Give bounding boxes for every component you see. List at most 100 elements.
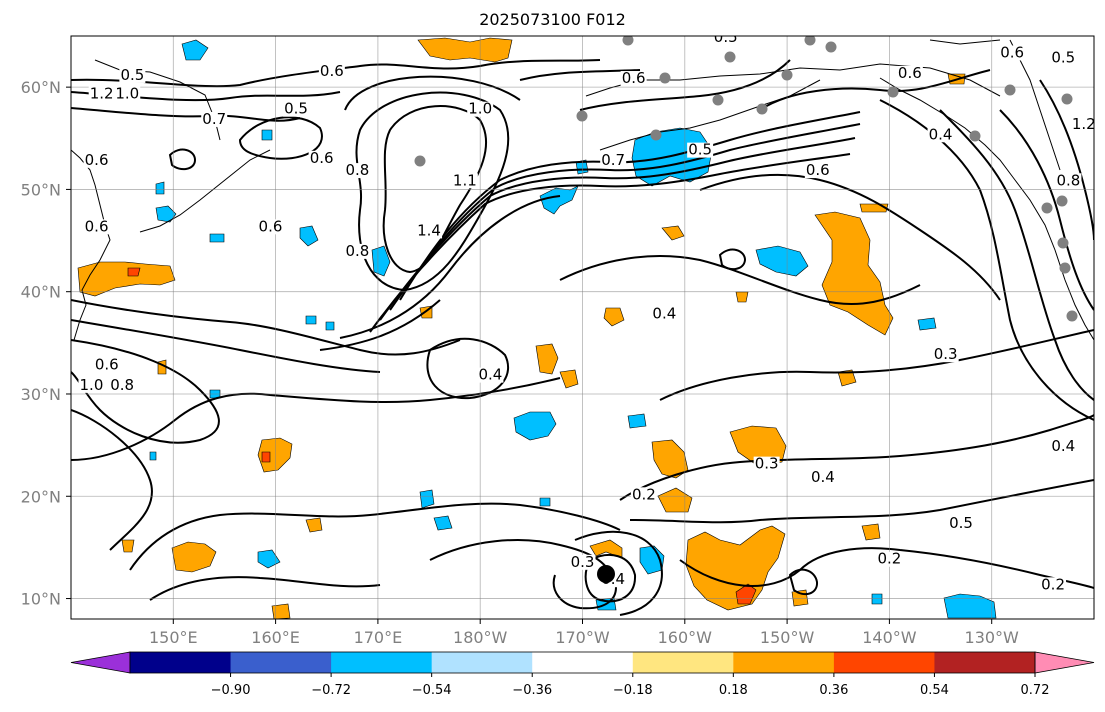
station-dot (969, 130, 981, 142)
anomaly-patch (539, 497, 551, 507)
colorbar-segment (532, 652, 634, 673)
contour-line (519, 69, 641, 81)
lon-tick-label: 170°E (354, 628, 403, 647)
colorbar-segment (833, 652, 935, 673)
contour-line (344, 75, 521, 111)
anomaly-patch (257, 549, 281, 569)
contour-label-bg (999, 45, 1026, 61)
contour-line (574, 530, 663, 616)
contour-line (71, 377, 561, 461)
station-dot (650, 129, 662, 141)
gridlines (71, 36, 1094, 619)
anomaly-patch (371, 245, 391, 277)
contour-label: 0.6 (320, 62, 344, 80)
contour-line (71, 339, 220, 444)
colorbar-tick-label: −0.90 (211, 683, 251, 698)
contour-label-bg (1050, 50, 1077, 66)
colorbar-extend-high (1034, 651, 1095, 674)
colorbar-tick-label: 0.72 (1021, 683, 1050, 698)
lon-tick-label: 170°W (555, 628, 610, 647)
contour-label: 0.6 (259, 217, 283, 235)
lon-tick-label: 130°W (965, 628, 1020, 647)
anomaly-patch (325, 321, 335, 331)
contour-label-bg (876, 551, 903, 567)
anomaly-patch (755, 245, 809, 277)
contour-line (999, 109, 1094, 311)
contour-label-bg (600, 152, 627, 168)
contour-line (939, 109, 1094, 401)
lon-tick-label: 150°W (760, 628, 815, 647)
contour-label-bg (416, 223, 443, 239)
contour-line (379, 137, 856, 321)
anomaly-patch (729, 425, 787, 467)
contour-line (149, 576, 381, 601)
anomaly-patch (685, 525, 786, 611)
anomaly-patch (121, 539, 135, 553)
anomaly-patch (539, 185, 579, 215)
contour-label: 1.0 (468, 100, 492, 118)
anomaly-patch (513, 411, 557, 441)
contour-line (369, 153, 851, 333)
contour-label: 0.5 (714, 28, 738, 46)
contour-line (71, 319, 381, 373)
plot-title: 2025073100 F012 (479, 10, 626, 29)
colorbar-segment (431, 652, 533, 673)
anomaly-patch (871, 593, 883, 605)
station-dot (1056, 195, 1068, 207)
contour-label-bg (93, 357, 120, 373)
contour-line (389, 123, 861, 311)
contour-label: 1.4 (417, 221, 441, 239)
contour-label: 0.6 (622, 69, 646, 87)
anomaly-patch (627, 413, 647, 429)
colorbar-tick-label: 0.36 (819, 683, 848, 698)
contour-line (699, 173, 1001, 301)
contour-label-bg (114, 86, 141, 102)
anomaly-patch (271, 603, 291, 619)
contour-line (679, 547, 1094, 589)
colorbar-segment (733, 652, 835, 673)
anomaly-patch (171, 541, 217, 573)
lon-tick-label: 150°E (149, 628, 198, 647)
contour-label-bg (1055, 173, 1082, 189)
contour-label: 0.6 (85, 217, 109, 235)
contour-label: 1.2 (1072, 115, 1096, 133)
contour-line (355, 91, 510, 292)
contour-label: 0.6 (898, 64, 922, 82)
contour-label: 0.3 (571, 553, 595, 571)
contour-label: 0.6 (1000, 43, 1024, 61)
contour-line (659, 329, 1094, 401)
contour-line (339, 195, 561, 339)
station-dot (1066, 310, 1078, 322)
contour-label-bg (651, 306, 678, 322)
contour-label-bg (83, 152, 110, 168)
anomaly-patch (209, 233, 225, 243)
contour-label: 0.8 (110, 376, 134, 394)
contour-label-bg (1050, 439, 1077, 455)
anomaly-patch (417, 37, 513, 63)
contour-label-bg (1070, 117, 1094, 133)
anomaly-patch (837, 369, 857, 387)
station-dot (781, 69, 793, 81)
contour-label: 0.2 (877, 550, 901, 568)
anomaly-patch (181, 39, 209, 61)
colorbar-tick-label: −0.72 (311, 683, 351, 698)
anomaly-patch (305, 517, 323, 533)
contour-label-bg (932, 347, 959, 363)
anomaly-patch (261, 129, 273, 141)
contour-label-bg (119, 67, 146, 83)
contour-labels: 0.51.2 1.00.60.50.70.60.81.01.41.10.80.60… (78, 28, 1096, 593)
lat-tick-label: 40°N (21, 283, 61, 302)
contour-label: 1.0 (115, 84, 139, 102)
anomaly-patch (77, 261, 176, 297)
contour-label: 0.7 (601, 151, 625, 169)
contour-label-bg (927, 127, 954, 143)
anomaly-patch (603, 307, 625, 327)
contour-line (759, 69, 991, 111)
contour-line (788, 568, 819, 596)
contour-label: 0.2 (1041, 575, 1065, 593)
anomaly-patch (433, 515, 453, 531)
contour-label: 0.7 (202, 110, 226, 128)
contour-label-bg (809, 469, 836, 485)
shaded-anomalies (77, 37, 997, 619)
